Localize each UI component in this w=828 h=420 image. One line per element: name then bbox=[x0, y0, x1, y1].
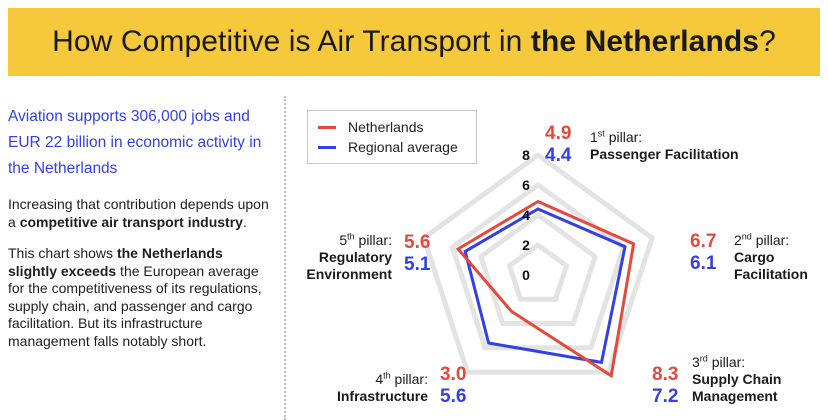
tick-label-8: 8 bbox=[522, 147, 530, 163]
axis-word-3: pillar: bbox=[711, 354, 746, 370]
tick-label-4: 4 bbox=[522, 207, 530, 223]
title-suffix: ? bbox=[759, 25, 776, 58]
value-nl-pillar-3: 8.3 bbox=[652, 364, 679, 385]
p1-text-c: . bbox=[242, 213, 247, 230]
axis-ordinal-3: 3 bbox=[692, 354, 700, 370]
axis-label-pillar-2: 2nd pillar: Cargo Facilitation bbox=[734, 232, 820, 283]
axis-ordinal-1: 1 bbox=[590, 129, 598, 145]
p1-text-a: Increasing that contribution depends upo… bbox=[8, 196, 269, 230]
title-banner: How Competitive is Air Transport in the … bbox=[8, 8, 820, 76]
grid-ring-4 bbox=[478, 212, 598, 326]
summary-panel: Aviation supports 306,000 jobs and EUR 2… bbox=[8, 104, 270, 364]
series-line-regional bbox=[463, 207, 627, 365]
summary-paragraph-1: Increasing that contribution depends upo… bbox=[8, 196, 270, 231]
legend-item-regional: Regional average bbox=[318, 137, 466, 157]
axis-name-5: Regulatory Environment bbox=[306, 249, 392, 282]
p1-text-bold: competitive air transport industry bbox=[19, 213, 243, 230]
value-ra-pillar-1: 4.4 bbox=[545, 145, 572, 166]
p2-text-bold: the Netherlands slightly exceeds bbox=[8, 245, 223, 279]
legend-swatch-regional bbox=[318, 145, 336, 149]
axis-label-pillar-4: 4th pillar: Infrastructure bbox=[318, 371, 428, 405]
axis-name-1: Passenger Facilitation bbox=[590, 146, 739, 162]
value-nl-pillar-1: 4.9 bbox=[545, 123, 572, 144]
value-nl-pillar-2: 6.7 bbox=[690, 231, 717, 252]
axis-name-2: Cargo Facilitation bbox=[734, 249, 808, 282]
legend-item-netherlands: Netherlands bbox=[318, 117, 466, 137]
axis-ordinal-4: 4 bbox=[375, 371, 384, 387]
value-ra-pillar-5: 5.1 bbox=[404, 254, 431, 275]
axis-suffix-1: st bbox=[597, 128, 605, 139]
title-prefix: How Competitive is Air Transport in bbox=[52, 25, 531, 58]
axis-ordinal-5: 5 bbox=[339, 232, 348, 248]
axis-suffix-5: th bbox=[347, 231, 355, 242]
axis-word-4: pillar: bbox=[394, 371, 428, 387]
axis-label-pillar-5: 5th pillar: Regulatory Environment bbox=[290, 232, 392, 283]
value-ra-pillar-3: 7.2 bbox=[652, 386, 679, 407]
value-nl-pillar-5: 5.6 bbox=[404, 232, 431, 253]
p2-text-a: This chart shows bbox=[8, 245, 117, 261]
summary-paragraph-2: This chart shows the Netherlands slightl… bbox=[8, 245, 270, 350]
value-ra-pillar-4: 5.6 bbox=[440, 386, 467, 407]
legend-label-regional: Regional average bbox=[348, 139, 458, 155]
axis-word-1: pillar: bbox=[608, 129, 643, 145]
legend-swatch-netherlands bbox=[318, 125, 336, 129]
legend-label-netherlands: Netherlands bbox=[348, 119, 424, 135]
axis-ordinal-2: 2 bbox=[734, 232, 742, 248]
axis-word-2: pillar: bbox=[755, 232, 790, 248]
value-ra-pillar-2: 6.1 bbox=[690, 253, 717, 274]
radar-chart: 0 2 4 6 8 bbox=[421, 147, 655, 379]
chart-legend: Netherlands Regional average bbox=[307, 110, 477, 164]
value-nl-pillar-4: 3.0 bbox=[440, 364, 467, 385]
axis-suffix-4: th bbox=[383, 370, 391, 381]
axis-suffix-2: nd bbox=[741, 231, 752, 242]
page-title: How Competitive is Air Transport in the … bbox=[52, 25, 776, 59]
grid-ring-8 bbox=[421, 152, 655, 375]
axis-label-pillar-3: 3rd pillar: Supply Chain Management bbox=[692, 354, 812, 405]
tick-label-6: 6 bbox=[522, 177, 530, 193]
summary-lead: Aviation supports 306,000 jobs and EUR 2… bbox=[8, 108, 262, 177]
tick-label-0: 0 bbox=[522, 267, 530, 283]
axis-word-5: pillar: bbox=[358, 232, 392, 248]
axis-label-pillar-1: 1st pillar: Passenger Facilitation bbox=[590, 129, 739, 163]
axis-name-4: Infrastructure bbox=[336, 388, 428, 404]
axis-name-3: Supply Chain Management bbox=[692, 371, 782, 404]
title-country: the Netherlands bbox=[530, 25, 760, 58]
tick-label-2: 2 bbox=[522, 237, 530, 253]
p2-text-c: the European average for the competitive… bbox=[8, 262, 262, 349]
series-line-netherlands bbox=[455, 199, 636, 379]
grid-ring-6 bbox=[449, 182, 627, 351]
grid-ring-2 bbox=[507, 242, 569, 302]
axis-suffix-3: rd bbox=[699, 353, 708, 364]
section-divider bbox=[284, 96, 286, 420]
